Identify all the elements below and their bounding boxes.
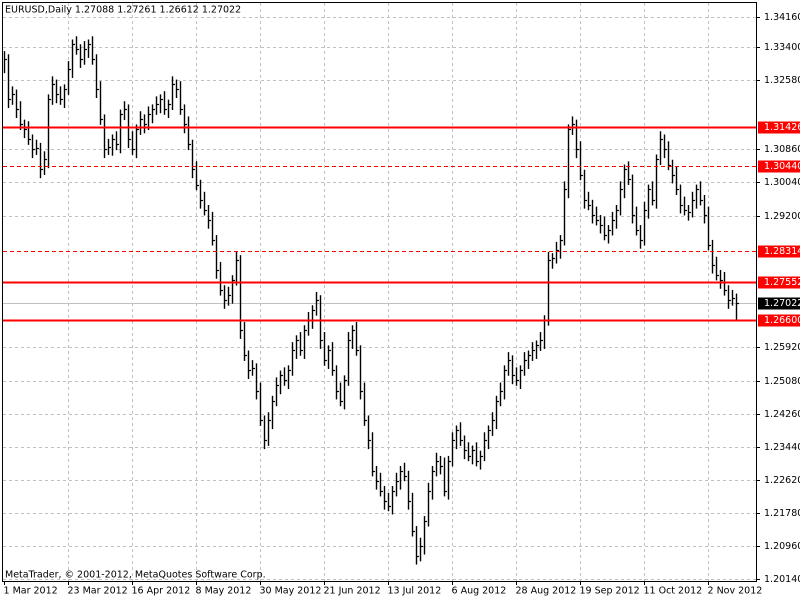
x-tick-label: 28 Aug 2012 — [516, 586, 577, 597]
level-box — [758, 314, 800, 327]
x-tick-label: 6 Aug 2012 — [452, 586, 507, 597]
x-tick-label: 11 Oct 2012 — [644, 586, 703, 597]
y-tick-label: 1.32580 — [764, 75, 800, 86]
x-tick-label: 30 May 2012 — [260, 586, 322, 597]
x-tick-label: 23 Mar 2012 — [68, 586, 128, 597]
x-tick-label: 16 Apr 2012 — [132, 586, 191, 597]
level-label: 1.31426 — [764, 122, 800, 133]
y-tick-label: 1.33400 — [764, 42, 800, 53]
watermark: MetaTrader, © 2001-2012, MetaQuotes Soft… — [5, 570, 266, 581]
x-tick-label: 21 Jun 2012 — [324, 586, 381, 597]
last-price-box — [758, 297, 800, 310]
y-tick-label: 1.30040 — [764, 177, 800, 188]
x-tick-label: 19 Sep 2012 — [580, 586, 640, 597]
level-box — [758, 245, 800, 258]
level-box — [758, 160, 800, 173]
y-tick-label: 1.30860 — [764, 144, 800, 155]
plot-frame — [2, 2, 757, 582]
y-tick-label: 1.23440 — [764, 442, 800, 453]
bars-layer — [3, 36, 739, 565]
y-tick-label: 1.25080 — [764, 376, 800, 387]
x-tick-label: 1 Mar 2012 — [4, 586, 58, 597]
y-tick-label: 1.22620 — [764, 475, 800, 486]
y-tick-label: 1.20960 — [764, 541, 800, 552]
y-tick-label: 1.25920 — [764, 342, 800, 353]
y-tick-label: 1.24260 — [764, 409, 800, 420]
overlay-layer — [3, 126, 756, 322]
x-tick-label: 13 Jul 2012 — [388, 586, 442, 597]
y-tick-label: 1.21780 — [764, 508, 800, 519]
level-label: 1.28314 — [764, 246, 800, 257]
x-tick-label: 2 Nov 2012 — [708, 586, 763, 597]
level-box — [758, 121, 800, 134]
x-tick-label: 8 May 2012 — [196, 586, 252, 597]
y-tick-label: 1.34160 — [764, 12, 800, 23]
grid-layer — [3, 3, 756, 581]
level-label: 1.26600 — [764, 315, 800, 326]
last-price-label: 1.27022 — [764, 298, 800, 309]
y-tick-label: 1.29200 — [764, 211, 800, 222]
chart-title: EURUSD,Daily 1.27088 1.27261 1.26612 1.2… — [5, 5, 241, 16]
level-label: 1.30440 — [764, 161, 800, 172]
level-label: 1.27552 — [764, 277, 800, 288]
y-tick-label: 1.20140 — [764, 574, 800, 585]
level-box — [758, 276, 800, 289]
